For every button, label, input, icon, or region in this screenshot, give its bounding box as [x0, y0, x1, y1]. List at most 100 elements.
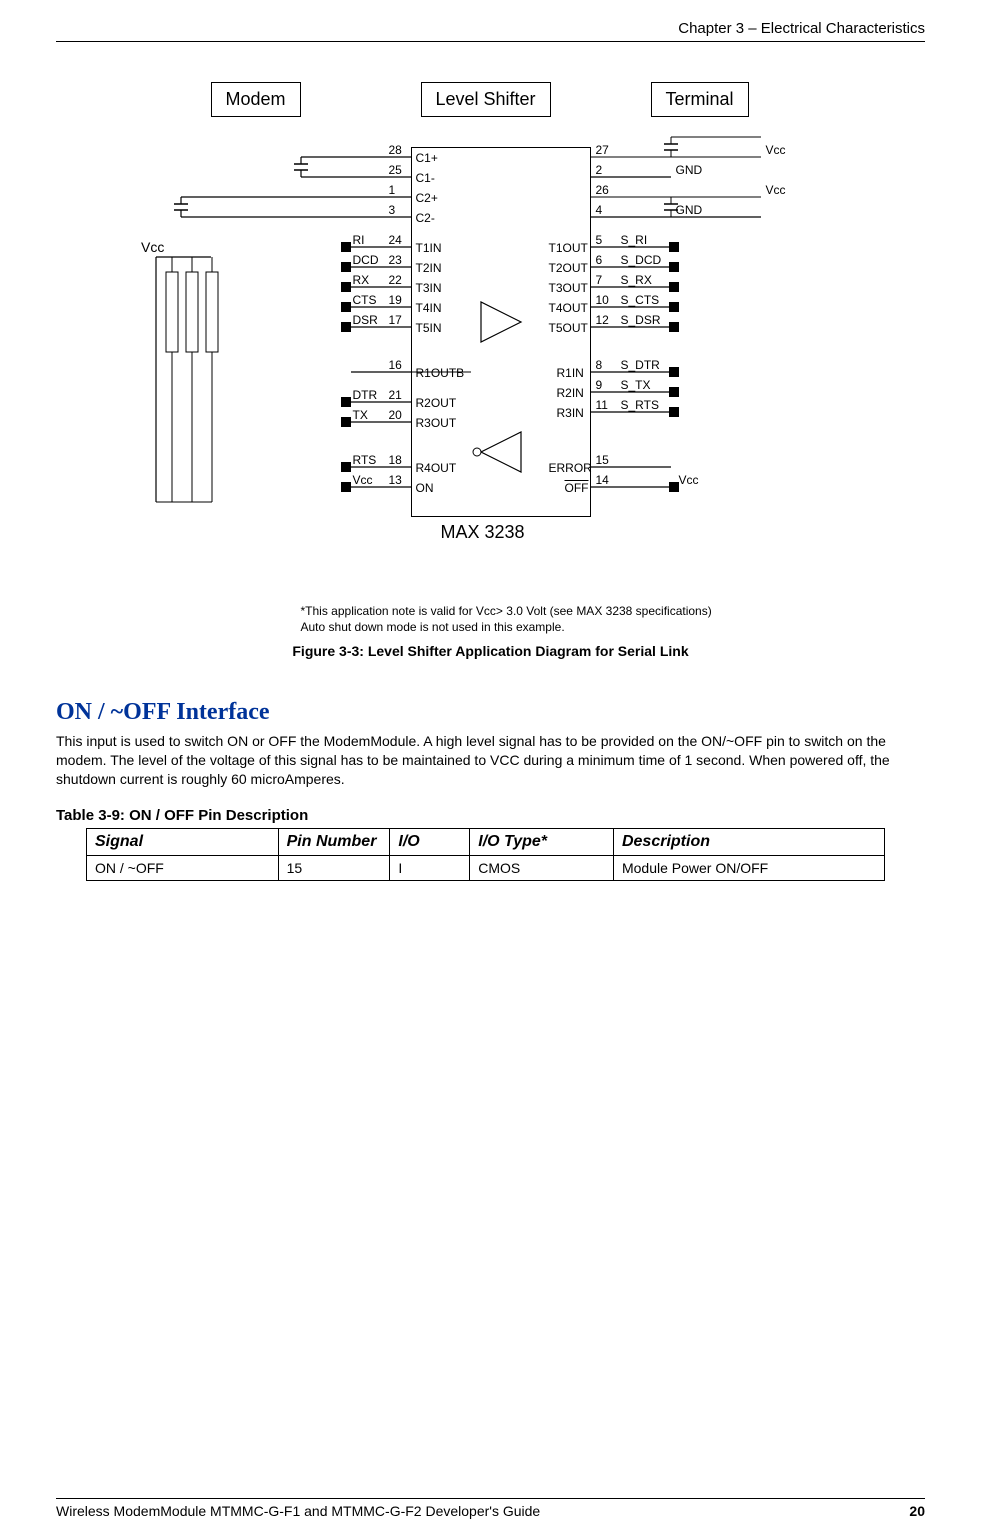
chip-pin-name: T2OUT — [549, 261, 589, 275]
signal-label: Vcc — [679, 473, 699, 487]
signal-label: S_DCD — [621, 253, 662, 267]
chip-pin-name: R2IN — [557, 386, 589, 400]
page-header: Chapter 3 – Electrical Characteristics — [56, 20, 925, 42]
chip-pin-name: T4OUT — [549, 301, 589, 315]
solder-pad — [341, 482, 351, 492]
signal-label: GND — [676, 163, 703, 177]
pin-number: 2 — [596, 163, 603, 177]
table-header: Description — [613, 828, 885, 855]
solder-pad — [341, 417, 351, 427]
signal-label: DCD — [353, 253, 379, 267]
signal-label: S_DTR — [621, 358, 660, 372]
solder-pad — [669, 367, 679, 377]
figure-caption: Figure 3-3: Level Shifter Application Di… — [56, 643, 925, 659]
pin-number: 24 — [389, 233, 402, 247]
solder-pad — [669, 242, 679, 252]
solder-pad — [341, 322, 351, 332]
solder-pad — [669, 262, 679, 272]
pin-number: 16 — [389, 358, 402, 372]
figure-3-3: Modem Level Shifter Terminal — [111, 72, 871, 635]
pin-number: 25 — [389, 163, 402, 177]
signal-label: CTS — [353, 293, 377, 307]
solder-pad — [341, 397, 351, 407]
chip-name: MAX 3238 — [441, 522, 525, 543]
section-heading: ON / ~OFF Interface — [56, 699, 925, 726]
chip-pin-name: R1OUTB — [416, 366, 465, 380]
pin-number: 1 — [389, 183, 396, 197]
chip-pin-name: T2IN — [416, 261, 442, 275]
pin-number: 27 — [596, 143, 609, 157]
pin-number: 28 — [389, 143, 402, 157]
signal-label: TX — [353, 408, 368, 422]
chip-pin-name: T1IN — [416, 241, 442, 255]
page-footer: Wireless ModemModule MTMMC-G-F1 and MTMM… — [56, 1498, 925, 1519]
pin-number: 12 — [596, 313, 609, 327]
chip-pin-name: T4IN — [416, 301, 442, 315]
pin-number: 11 — [596, 398, 608, 412]
solder-pad — [669, 407, 679, 417]
footnote-line2: Auto shut down mode is not used in this … — [301, 620, 565, 634]
chip-pin-name: R3OUT — [416, 416, 457, 430]
chip-pin-name: T1OUT — [549, 241, 589, 255]
table-header: I/O — [390, 828, 470, 855]
solder-pad — [669, 387, 679, 397]
solder-pad — [341, 302, 351, 312]
signal-label: DSR — [353, 313, 378, 327]
chip-pin-name: OFF — [565, 481, 589, 495]
solder-pad — [341, 262, 351, 272]
table-header: Pin Number — [278, 828, 390, 855]
table-cell: CMOS — [470, 855, 614, 880]
chip-pin-name: C1+ — [416, 151, 438, 165]
chip-pin-name: C2- — [416, 211, 435, 225]
footnote-line1: *This application note is valid for Vcc>… — [301, 604, 712, 618]
chip-pin-name: R1IN — [557, 366, 589, 380]
signal-label: RX — [353, 273, 370, 287]
pin-number: 10 — [596, 293, 609, 307]
pin-number: 15 — [596, 453, 609, 467]
chip-pin-name: R4OUT — [416, 461, 457, 475]
chip-pin-name: R3IN — [557, 406, 589, 420]
pin-number: 26 — [596, 183, 609, 197]
chip-pin-name: C2+ — [416, 191, 438, 205]
chip-pin-name: T5IN — [416, 321, 442, 335]
table-header: I/O Type* — [470, 828, 614, 855]
signal-label: S_RX — [621, 273, 652, 287]
signal-label: GND — [676, 203, 703, 217]
pin-number: 20 — [389, 408, 402, 422]
pin-number: 14 — [596, 473, 609, 487]
pin-table: SignalPin NumberI/OI/O Type*Description … — [86, 828, 885, 881]
table-title: Table 3-9: ON / OFF Pin Description — [56, 807, 925, 824]
pin-number: 7 — [596, 273, 603, 287]
signal-label: S_RI — [621, 233, 648, 247]
chip-pin-name: R2OUT — [416, 396, 457, 410]
solder-pad — [341, 242, 351, 252]
solder-pad — [669, 302, 679, 312]
pin-number: 23 — [389, 253, 402, 267]
signal-label: Vcc — [353, 473, 373, 487]
pin-number: 6 — [596, 253, 603, 267]
chip-pin-name: ON — [416, 481, 434, 495]
pin-number: 19 — [389, 293, 402, 307]
pin-number: 13 — [389, 473, 402, 487]
pin-number: 21 — [389, 388, 402, 402]
solder-pad — [341, 282, 351, 292]
signal-label: S_DSR — [621, 313, 661, 327]
solder-pad — [669, 322, 679, 332]
solder-pad — [669, 482, 679, 492]
solder-pad — [341, 462, 351, 472]
signal-label: RI — [353, 233, 365, 247]
signal-label: S_TX — [621, 378, 651, 392]
section-body: This input is used to switch ON or OFF t… — [56, 732, 925, 789]
pin-number: 18 — [389, 453, 402, 467]
pin-number: 4 — [596, 203, 603, 217]
pin-number: 17 — [389, 313, 402, 327]
table-cell: 15 — [278, 855, 390, 880]
chip-pin-name: T3IN — [416, 281, 442, 295]
pin-number: 8 — [596, 358, 603, 372]
signal-label: DTR — [353, 388, 378, 402]
footer-page-num: 20 — [909, 1503, 925, 1519]
chapter-title: Chapter 3 – Electrical Characteristics — [678, 20, 925, 37]
signal-label: RTS — [353, 453, 377, 467]
chip-pin-name: T3OUT — [549, 281, 589, 295]
signal-label: Vcc — [766, 143, 786, 157]
